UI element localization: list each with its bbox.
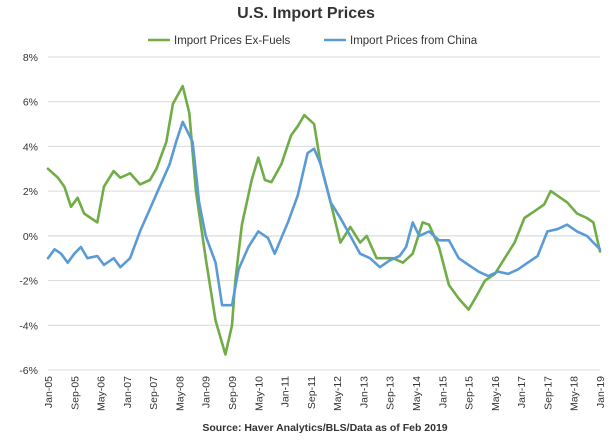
x-tick-label: Sep-07 [148, 376, 160, 410]
y-tick-label: -4% [19, 320, 38, 332]
x-tick-label: Sep-17 [542, 376, 554, 410]
series-line-import-prices-ex-fuels [46, 84, 602, 356]
x-tick-label: Sep-05 [69, 376, 81, 410]
x-tick-label: May-18 [569, 376, 581, 411]
x-tick-label: Jan-15 [437, 376, 449, 408]
y-tick-label: 0% [23, 231, 38, 243]
legend-label: Import Prices Ex-Fuels [174, 35, 291, 47]
x-tick-label: Jan-05 [43, 376, 55, 408]
x-tick-label: Sep-11 [306, 376, 318, 409]
x-tick-label: Jan-17 [516, 376, 528, 408]
x-tick-label: May-08 [174, 376, 186, 411]
source-note: Source: Haver Analytics/BLS/Data as of F… [202, 422, 447, 434]
x-tick-label: Jan-09 [201, 376, 213, 408]
x-tick-label: May-14 [411, 376, 423, 411]
legend: Import Prices Ex-Fuels Import Prices from… [148, 35, 478, 47]
x-tick-label: May-16 [490, 376, 502, 411]
x-tick-label: Jan-07 [122, 376, 134, 408]
x-tick-label: Jan-13 [358, 376, 370, 408]
y-tick-label: 8% [23, 52, 38, 64]
chart-title: U.S. Import Prices [237, 5, 375, 22]
series-line-import-prices-from-china [46, 120, 602, 307]
series-lines [46, 84, 602, 356]
x-tick-label: Sep-13 [385, 376, 397, 410]
x-tick-label: May-06 [96, 376, 108, 411]
x-tick-label: May-12 [332, 376, 344, 411]
y-axis-tick-labels: 8% 6% 4% 2% 0% -2% -4% -6% [19, 52, 38, 377]
x-tick-label: Sep-15 [464, 376, 476, 410]
x-tick-label: Sep-09 [227, 376, 239, 410]
gridlines [48, 56, 600, 371]
x-tick-label: Jan-11 [280, 376, 292, 407]
x-axis: Jan-05 Sep-05 May-06 Jan-07 Sep-07 May-08 Jan-… [43, 235, 607, 411]
x-tick-label: May-10 [253, 376, 265, 411]
y-tick-label: -6% [19, 365, 38, 377]
y-tick-label: -2% [19, 276, 38, 288]
y-tick-label: 4% [23, 141, 38, 153]
y-tick-label: 6% [23, 97, 38, 109]
legend-label: Import Prices from China [350, 35, 478, 47]
y-tick-label: 2% [23, 186, 38, 198]
x-tick-label: Jan-19 [595, 376, 607, 408]
